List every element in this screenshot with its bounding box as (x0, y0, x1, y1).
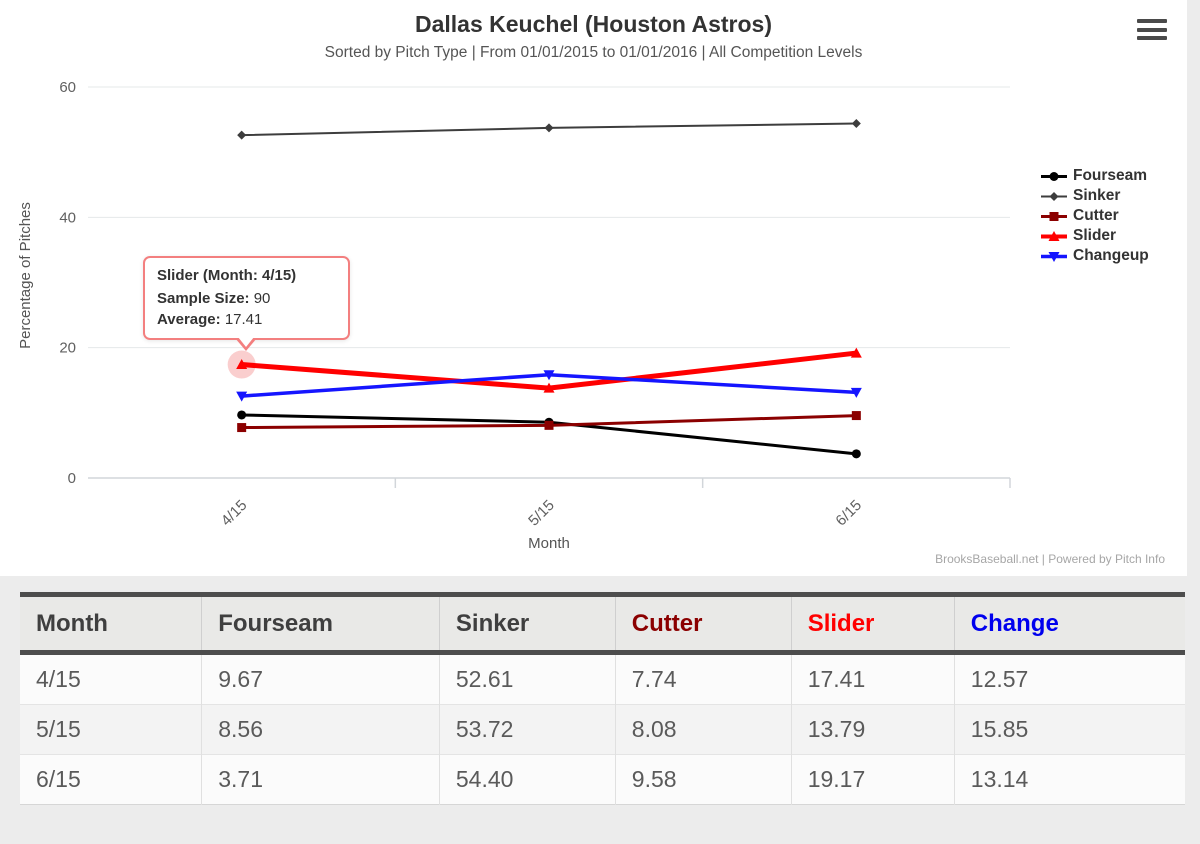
series-point-sinker[interactable] (237, 130, 247, 140)
table-cell: 19.17 (790, 754, 955, 805)
legend-label: Fourseam (1073, 167, 1148, 184)
table-cell: 54.40 (438, 754, 616, 805)
legend-label: Cutter (1073, 207, 1119, 224)
tooltip-sample-size: Sample Size: 90 (157, 290, 271, 307)
table-row: 4/15 9.67 52.61 7.74 17.41 12.57 (20, 652, 1185, 705)
menu-bar (1137, 27, 1167, 32)
table-cell: 6/15 (20, 754, 202, 805)
legend-item-sinker[interactable]: Sinker (1041, 186, 1149, 206)
pitch-table: Month Fourseam Sinker Cutter Slider Change 4/1… (20, 592, 1185, 805)
table-cell: 13.14 (953, 754, 1185, 805)
x-tick-label: 5/15 (525, 497, 558, 530)
credit-link[interactable]: BrooksBaseball.net | Powered by Pitch In… (935, 552, 1165, 566)
series-point-slider[interactable] (543, 382, 555, 393)
table-cell: 8.08 (614, 704, 792, 755)
series-point-sinker[interactable] (544, 123, 554, 133)
legend: Fourseam Sinker Cutter Slider Changeup (1041, 166, 1149, 266)
menu-bar (1137, 36, 1167, 40)
legend-label: Sinker (1073, 187, 1121, 204)
table-cell: 7.74 (614, 652, 792, 705)
legend-marker-changeup[interactable] (1048, 251, 1060, 262)
table-cell: 17.41 (790, 652, 955, 705)
series-point-cutter[interactable] (237, 423, 247, 433)
legend-item-cutter[interactable]: Cutter (1041, 206, 1149, 226)
legend-marker-fourseam[interactable] (1049, 171, 1059, 181)
series-point-slider[interactable] (236, 359, 248, 370)
legend-marker-icon (1041, 191, 1067, 201)
tooltip-average: Average: 17.41 (157, 311, 263, 328)
column-header-sinker: Sinker (438, 594, 616, 653)
tooltip-title: Slider (Month: 4/15) (157, 267, 297, 284)
y-axis-title: Percentage of Pitches (16, 201, 34, 349)
legend-marker-icon (1041, 171, 1067, 181)
legend-marker-icon (1041, 251, 1067, 262)
legend-marker-slider[interactable] (1048, 230, 1060, 241)
x-tick-label: 6/15 (832, 497, 865, 530)
y-tick-label: 40 (59, 209, 76, 226)
table-row: 6/15 3.71 54.40 9.58 19.17 13.14 (20, 754, 1185, 805)
legend-marker-icon (1041, 230, 1067, 241)
chart-panel: Dallas Keuchel (Houston Astros) Sorted b… (0, 0, 1187, 576)
column-header-slider: Slider (790, 594, 955, 653)
column-header-cutter: Cutter (614, 594, 792, 653)
legend-item-changeup[interactable]: Changeup (1041, 246, 1149, 266)
table-cell: 13.79 (790, 704, 955, 755)
column-header-month: Month (20, 594, 202, 653)
table-cell: 8.56 (201, 704, 440, 755)
legend-marker-icon (1041, 211, 1067, 221)
series-point-changeup[interactable] (236, 391, 248, 402)
x-axis-title: Month (528, 535, 570, 552)
table-header-row: Month Fourseam Sinker Cutter Slider Change (20, 594, 1185, 653)
legend-label: Slider (1073, 227, 1117, 244)
series-point-slider[interactable] (850, 347, 862, 358)
chart-title: Dallas Keuchel (Houston Astros) (415, 11, 772, 37)
table-cell: 52.61 (438, 652, 616, 705)
pitch-table-section: Month Fourseam Sinker Cutter Slider Change 4/1… (20, 592, 1185, 805)
column-header-change: Change (953, 594, 1185, 653)
series-point-sinker[interactable] (851, 118, 861, 128)
y-tick-label: 0 (68, 470, 76, 487)
series-point-fourseam[interactable] (851, 449, 861, 459)
series-point-changeup[interactable] (543, 370, 555, 381)
table-cell: 15.85 (953, 704, 1185, 755)
y-tick-label: 20 (59, 340, 76, 357)
series-point-fourseam[interactable] (237, 410, 247, 420)
tooltip-arrow (238, 337, 254, 347)
series-point-cutter[interactable] (851, 411, 861, 421)
chart-subtitle: Sorted by Pitch Type | From 01/01/2015 t… (324, 44, 863, 61)
y-tick-label: 60 (59, 79, 76, 96)
legend-marker-cutter[interactable] (1049, 211, 1059, 221)
legend-label: Changeup (1073, 247, 1149, 264)
table-cell: 4/15 (20, 652, 202, 705)
table-cell: 9.67 (201, 652, 440, 705)
line-chart: 0 20 40 60 4/15 5/15 6/15 (59, 79, 1011, 530)
legend-marker-sinker[interactable] (1049, 191, 1059, 201)
table-row: 5/15 8.56 53.72 8.08 13.79 15.85 (20, 704, 1185, 755)
table-cell: 53.72 (438, 704, 616, 755)
x-tick-label: 4/15 (218, 497, 251, 530)
table-cell: 5/15 (20, 704, 202, 755)
chart-tooltip: Slider (Month: 4/15) Sample Size: 90 Ave… (143, 256, 350, 351)
hamburger-menu-icon[interactable] (1137, 17, 1167, 42)
column-header-fourseam: Fourseam (201, 594, 440, 653)
legend-item-fourseam[interactable]: Fourseam (1041, 166, 1149, 186)
table-cell: 9.58 (614, 754, 792, 805)
menu-bar (1137, 19, 1167, 23)
table-cell: 12.57 (953, 652, 1185, 705)
series-point-cutter[interactable] (544, 420, 554, 430)
legend-item-slider[interactable]: Slider (1041, 226, 1149, 246)
series-point-changeup[interactable] (850, 387, 862, 398)
table-cell: 3.71 (201, 754, 440, 805)
